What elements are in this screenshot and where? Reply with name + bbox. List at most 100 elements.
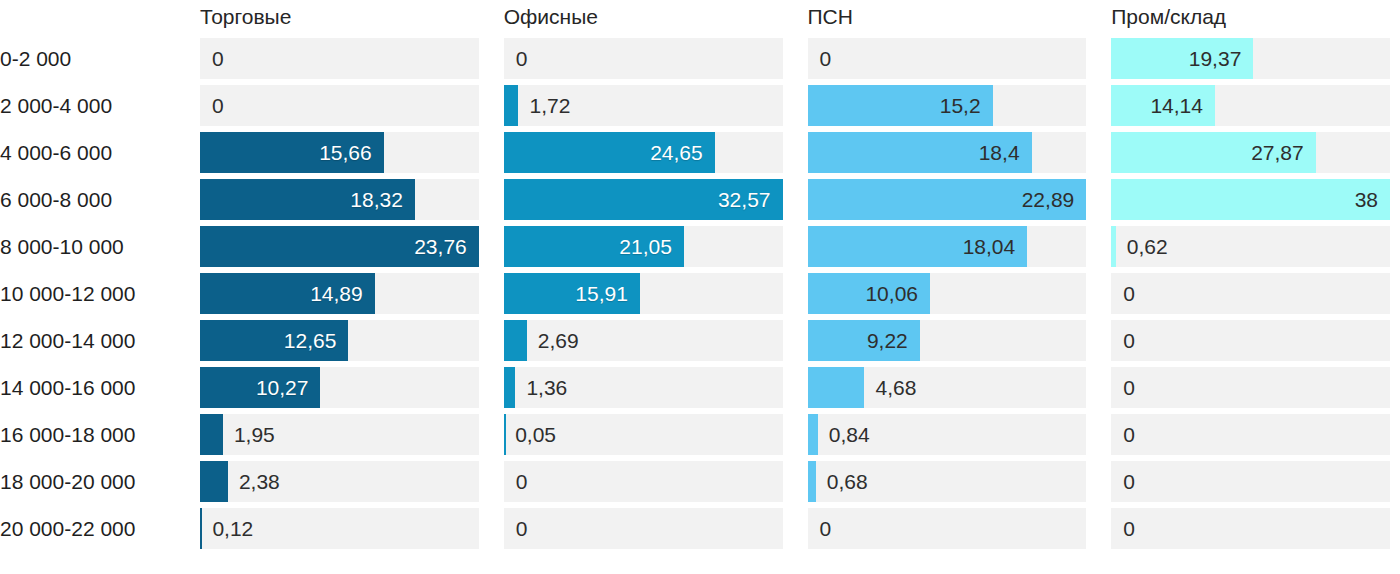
bar: 10,06 xyxy=(808,273,931,314)
header-row: ТорговыеОфисныеПСНПром/склад xyxy=(0,4,1390,38)
value-label: 0 xyxy=(516,508,528,549)
value-label: 12,65 xyxy=(284,320,349,361)
value-label: 0 xyxy=(212,38,224,79)
bar xyxy=(1111,226,1116,267)
value-label: 0,84 xyxy=(829,414,870,455)
bar xyxy=(808,414,818,455)
value-label: 1,36 xyxy=(526,367,567,408)
bar: 18,04 xyxy=(808,226,1028,267)
chart-row: 0-2 000 00019,37 xyxy=(0,38,1390,79)
chart-row: 4 000-6 000 15,6624,6518,427,87 xyxy=(0,132,1390,173)
value-label: 0,68 xyxy=(827,461,868,502)
bar-track: 14,14 xyxy=(1111,85,1390,126)
value-label: 0,12 xyxy=(212,508,253,549)
chart-row: 18 000-20 000 2,3800,680 xyxy=(0,461,1390,502)
bar-track: 0 xyxy=(1111,273,1390,314)
row-label: 2 000-4 000 xyxy=(0,85,175,126)
bar-track: 10,06 xyxy=(808,273,1087,314)
value-label: 27,87 xyxy=(1251,132,1316,173)
value-label: 10,27 xyxy=(256,367,321,408)
value-label: 2,38 xyxy=(239,461,280,502)
bar-track: 14,89 xyxy=(200,273,479,314)
bar: 15,91 xyxy=(504,273,640,314)
bar-track: 15,91 xyxy=(504,273,783,314)
bar-track: 0 xyxy=(808,38,1087,79)
bar: 38 xyxy=(1111,179,1390,220)
bar-track: 4,68 xyxy=(808,367,1087,408)
bar: 14,14 xyxy=(1111,85,1215,126)
bar-track: 22,89 xyxy=(808,179,1087,220)
bar-track: 0 xyxy=(808,508,1087,549)
value-label: 18,4 xyxy=(979,132,1032,173)
bar xyxy=(808,461,816,502)
row-label: 8 000-10 000 xyxy=(0,226,175,267)
bar: 23,76 xyxy=(200,226,479,267)
value-label: 9,22 xyxy=(867,320,920,361)
chart-row: 20 000-22 000 0,12000 xyxy=(0,508,1390,549)
value-label: 0 xyxy=(1123,414,1135,455)
bar xyxy=(200,508,202,549)
bar-track: 0,84 xyxy=(808,414,1087,455)
bar-track: 2,69 xyxy=(504,320,783,361)
row-label: 10 000-12 000 xyxy=(0,273,175,314)
bar xyxy=(504,320,527,361)
bar xyxy=(808,367,865,408)
value-label: 38 xyxy=(1355,179,1390,220)
value-label: 0 xyxy=(516,38,528,79)
bar: 9,22 xyxy=(808,320,920,361)
bar-track: 0,12 xyxy=(200,508,479,549)
bar: 24,65 xyxy=(504,132,715,173)
bar: 18,4 xyxy=(808,132,1032,173)
bar: 12,65 xyxy=(200,320,348,361)
value-label: 15,2 xyxy=(940,85,993,126)
bar-track: 21,05 xyxy=(504,226,783,267)
bar xyxy=(200,414,223,455)
value-label: 0 xyxy=(516,461,528,502)
bar xyxy=(504,414,506,455)
bar-track: 0 xyxy=(1111,414,1390,455)
bar: 32,57 xyxy=(504,179,783,220)
column-header-1: Торговые xyxy=(200,4,479,30)
bar-track: 0,62 xyxy=(1111,226,1390,267)
value-label: 0 xyxy=(1123,461,1135,502)
value-label: 0 xyxy=(1123,508,1135,549)
value-label: 0 xyxy=(1123,367,1135,408)
row-label: 14 000-16 000 xyxy=(0,367,175,408)
bar-track: 23,76 xyxy=(200,226,479,267)
value-label: 0 xyxy=(1123,273,1135,314)
value-label: 0,62 xyxy=(1127,226,1168,267)
value-label: 21,05 xyxy=(619,226,684,267)
bar: 21,05 xyxy=(504,226,684,267)
bar-track: 27,87 xyxy=(1111,132,1390,173)
bar-track: 0,68 xyxy=(808,461,1087,502)
bar-track: 12,65 xyxy=(200,320,479,361)
bar-track: 0 xyxy=(200,38,479,79)
bar: 18,32 xyxy=(200,179,415,220)
bar: 14,89 xyxy=(200,273,375,314)
chart-row: 14 000-16 000 10,27 1,36 4,68 0 xyxy=(0,367,1390,408)
bar: 22,89 xyxy=(808,179,1087,220)
bar-track: 24,65 xyxy=(504,132,783,173)
value-label: 32,57 xyxy=(718,179,783,220)
row-label: 12 000-14 000 xyxy=(0,320,175,361)
bar: 15,66 xyxy=(200,132,384,173)
row-label: 20 000-22 000 xyxy=(0,508,175,549)
bar-track: 1,72 xyxy=(504,85,783,126)
bar-track: 10,27 xyxy=(200,367,479,408)
column-header-3: ПСН xyxy=(808,4,1087,30)
small-multiples-bar-chart: ТорговыеОфисныеПСНПром/склад 0-2 000 000… xyxy=(0,0,1400,574)
bar xyxy=(200,461,228,502)
bar-track: 18,4 xyxy=(808,132,1087,173)
value-label: 18,04 xyxy=(963,226,1028,267)
row-label: 16 000-18 000 xyxy=(0,414,175,455)
value-label: 1,72 xyxy=(529,85,570,126)
bar-track: 18,04 xyxy=(808,226,1087,267)
bar-track: 19,37 xyxy=(1111,38,1390,79)
value-label: 1,95 xyxy=(234,414,275,455)
bar-track: 38 xyxy=(1111,179,1390,220)
value-label: 4,68 xyxy=(875,367,916,408)
value-label: 0 xyxy=(212,85,224,126)
value-label: 10,06 xyxy=(865,273,930,314)
bar-track: 18,32 xyxy=(200,179,479,220)
value-label: 19,37 xyxy=(1189,38,1254,79)
